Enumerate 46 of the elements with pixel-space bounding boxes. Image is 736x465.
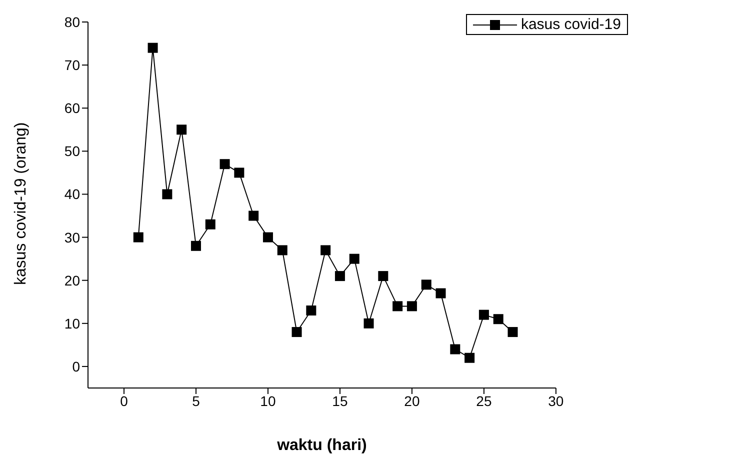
point xyxy=(220,159,230,170)
point xyxy=(478,310,489,320)
point xyxy=(162,189,172,200)
point xyxy=(292,327,302,338)
y-tick-label: 0 xyxy=(72,358,80,374)
point xyxy=(133,232,144,242)
point xyxy=(190,240,201,251)
x-tick-label: 15 xyxy=(332,392,348,409)
x-tick-label: 20 xyxy=(404,392,420,409)
point xyxy=(508,327,518,338)
y-axis-title: kasus covid-19 (orang) xyxy=(12,122,30,285)
x-tick-label: 5 xyxy=(192,392,200,409)
y-tick-label: 50 xyxy=(64,143,80,160)
point xyxy=(421,280,432,290)
point xyxy=(306,305,316,316)
y-tick-label: 10 xyxy=(64,315,80,332)
point xyxy=(450,344,460,354)
point xyxy=(320,245,331,256)
x-tick-label: 30 xyxy=(548,392,564,409)
point xyxy=(436,288,446,298)
point xyxy=(406,301,417,312)
x-tick-label: 25 xyxy=(476,392,492,409)
point xyxy=(349,254,360,264)
x-tick-label: 0 xyxy=(120,392,128,409)
point xyxy=(234,168,244,178)
point xyxy=(364,318,374,328)
point xyxy=(248,210,259,221)
y-tick-label: 60 xyxy=(64,100,80,116)
x-axis-title: waktu (hari) xyxy=(276,437,367,454)
point xyxy=(205,219,216,230)
point xyxy=(392,301,403,312)
point xyxy=(334,271,345,282)
point xyxy=(464,352,475,363)
point xyxy=(493,314,504,324)
point xyxy=(176,124,187,135)
y-tick-label: 70 xyxy=(64,57,80,74)
y-tick-label: 20 xyxy=(64,272,80,288)
y-tick-label: 40 xyxy=(64,186,80,202)
y-tick-label: 30 xyxy=(64,229,80,246)
point xyxy=(262,232,273,242)
y-tick-label: 80 xyxy=(64,14,80,30)
point xyxy=(148,42,158,53)
x-tick-label: 10 xyxy=(260,392,276,409)
point xyxy=(378,271,388,282)
point xyxy=(277,245,288,256)
legend-label: kasus covid-19 xyxy=(520,16,621,33)
